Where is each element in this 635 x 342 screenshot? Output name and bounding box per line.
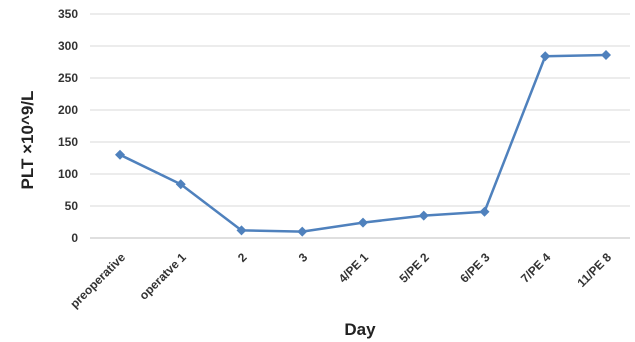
y-axis-title: PLT ×10^9/L: [18, 91, 37, 190]
data-point: [358, 217, 368, 228]
data-point: [601, 49, 611, 60]
series-line: [119, 53, 607, 233]
x-axis-title: Day: [344, 320, 376, 339]
x-tick-label: 3: [296, 250, 311, 265]
data-point: [540, 51, 551, 62]
y-tick-labels: 0 50 100 150 200 250 300 350: [58, 7, 78, 245]
series-layer: [115, 49, 611, 237]
y-tick-label: 100: [58, 167, 78, 181]
x-tick-label: 4/PE 1: [336, 250, 372, 286]
y-tick-label: 300: [58, 39, 78, 53]
y-tick-label: 0: [71, 231, 78, 245]
x-tick-label: 6/PE 3: [457, 250, 493, 286]
y-tick-label: 200: [58, 103, 78, 117]
x-tick-label: 2: [235, 250, 250, 265]
data-point: [115, 149, 125, 160]
data-point: [297, 226, 308, 237]
gridlines: [90, 13, 630, 239]
x-tick-label: 11/PE 8: [574, 250, 614, 290]
y-tick-label: 250: [58, 71, 78, 85]
data-point: [175, 179, 186, 190]
x-tick-label: operatve 1: [137, 250, 190, 303]
data-point: [418, 210, 429, 221]
x-tick-label: 7/PE 4: [518, 250, 554, 286]
x-tick-label: 5/PE 2: [396, 250, 432, 286]
data-point: [479, 206, 490, 217]
y-tick-label: 350: [58, 7, 78, 21]
data-point: [236, 225, 247, 236]
y-tick-label: 150: [58, 135, 78, 149]
x-tick-labels: preoperative operatve 1 2 3 4/PE 1 5/PE 2 6/PE…: [67, 250, 614, 311]
x-tick-label: preoperative: [67, 250, 128, 311]
y-tick-label: 50: [65, 199, 79, 213]
